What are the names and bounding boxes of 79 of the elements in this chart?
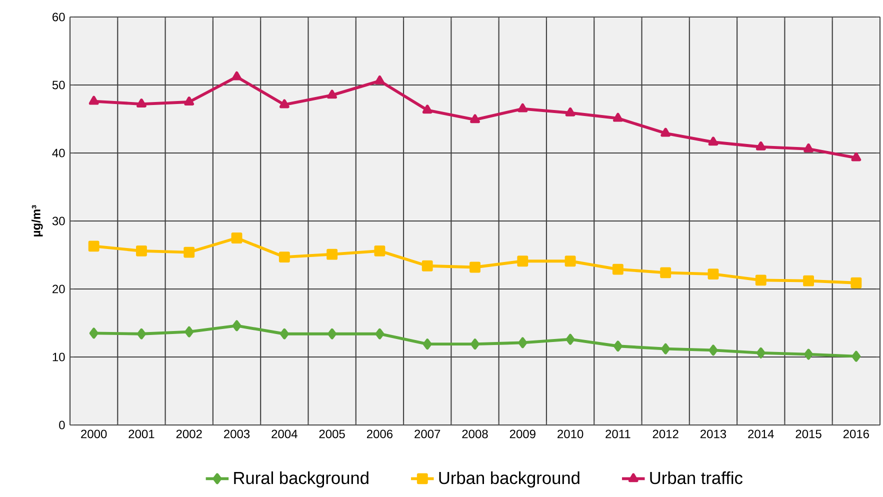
y-tick-label: 10 bbox=[52, 352, 65, 362]
x-tick-label: 2005 bbox=[319, 430, 345, 438]
point bbox=[374, 245, 386, 256]
point bbox=[566, 334, 575, 345]
x-tick-label: 2002 bbox=[176, 430, 202, 438]
point bbox=[88, 96, 99, 105]
point bbox=[564, 256, 576, 267]
point bbox=[374, 75, 385, 84]
point bbox=[708, 268, 719, 280]
point bbox=[756, 347, 766, 358]
point bbox=[375, 328, 384, 340]
point bbox=[470, 114, 480, 124]
point bbox=[88, 240, 100, 252]
point bbox=[422, 260, 433, 272]
x-tick-label: 2015 bbox=[796, 430, 822, 438]
point bbox=[851, 152, 862, 162]
x-tick-label: 2014 bbox=[748, 430, 774, 438]
point bbox=[280, 328, 289, 340]
y-tick-label: 60 bbox=[52, 12, 65, 22]
x-tick-label: 2013 bbox=[700, 430, 726, 438]
point bbox=[852, 350, 861, 362]
point bbox=[89, 328, 98, 339]
point bbox=[232, 71, 242, 80]
x-tick-label: 2006 bbox=[366, 430, 393, 438]
x-tick-label: 2007 bbox=[414, 430, 440, 438]
x-tick-label: 2009 bbox=[510, 430, 536, 438]
point bbox=[470, 262, 480, 273]
point bbox=[136, 245, 147, 256]
point bbox=[708, 344, 718, 356]
point bbox=[755, 274, 766, 286]
point bbox=[660, 267, 672, 278]
point bbox=[518, 103, 528, 112]
point bbox=[660, 128, 671, 137]
y-axis-title: µg/m³ bbox=[32, 205, 43, 236]
x-tick-label: 2001 bbox=[128, 430, 154, 438]
y-tick-label: 20 bbox=[52, 284, 65, 294]
point bbox=[422, 104, 432, 114]
point bbox=[613, 340, 622, 352]
x-tick-label: 2000 bbox=[81, 430, 107, 438]
legend-label: Urban traffic bbox=[650, 471, 743, 484]
y-tick-label: 0 bbox=[59, 420, 65, 430]
point bbox=[565, 107, 576, 116]
point bbox=[184, 96, 194, 106]
x-tick-label: 2010 bbox=[558, 430, 584, 438]
y-tick-label: 40 bbox=[52, 148, 65, 158]
point bbox=[517, 256, 528, 267]
point bbox=[756, 141, 766, 150]
y-tick-label: 30 bbox=[52, 216, 65, 226]
point bbox=[612, 264, 624, 275]
point bbox=[518, 337, 528, 348]
point bbox=[661, 343, 670, 354]
point bbox=[613, 112, 623, 122]
point bbox=[327, 90, 337, 99]
point bbox=[136, 98, 146, 108]
point bbox=[804, 348, 813, 360]
point bbox=[184, 246, 195, 258]
legend-label: Rural background bbox=[234, 471, 368, 488]
point bbox=[708, 136, 718, 146]
x-tick-label: 2008 bbox=[462, 430, 488, 438]
point bbox=[232, 320, 242, 332]
point bbox=[470, 338, 480, 350]
x-tick-label: 2011 bbox=[606, 430, 630, 438]
point bbox=[328, 328, 337, 340]
point bbox=[326, 248, 338, 260]
point bbox=[278, 252, 290, 263]
y-tick-label: 50 bbox=[52, 80, 65, 90]
point bbox=[184, 326, 194, 338]
x-tick-label: 2016 bbox=[843, 430, 869, 438]
legend-label: Urban background bbox=[439, 471, 580, 488]
point bbox=[279, 99, 290, 108]
point bbox=[422, 338, 432, 350]
x-tick-label: 2012 bbox=[652, 430, 678, 438]
point bbox=[231, 232, 242, 244]
x-tick-label: 2003 bbox=[224, 430, 250, 438]
point bbox=[803, 275, 814, 286]
point bbox=[804, 143, 814, 152]
point bbox=[137, 328, 146, 340]
x-tick-label: 2004 bbox=[272, 430, 298, 438]
point bbox=[850, 277, 862, 288]
